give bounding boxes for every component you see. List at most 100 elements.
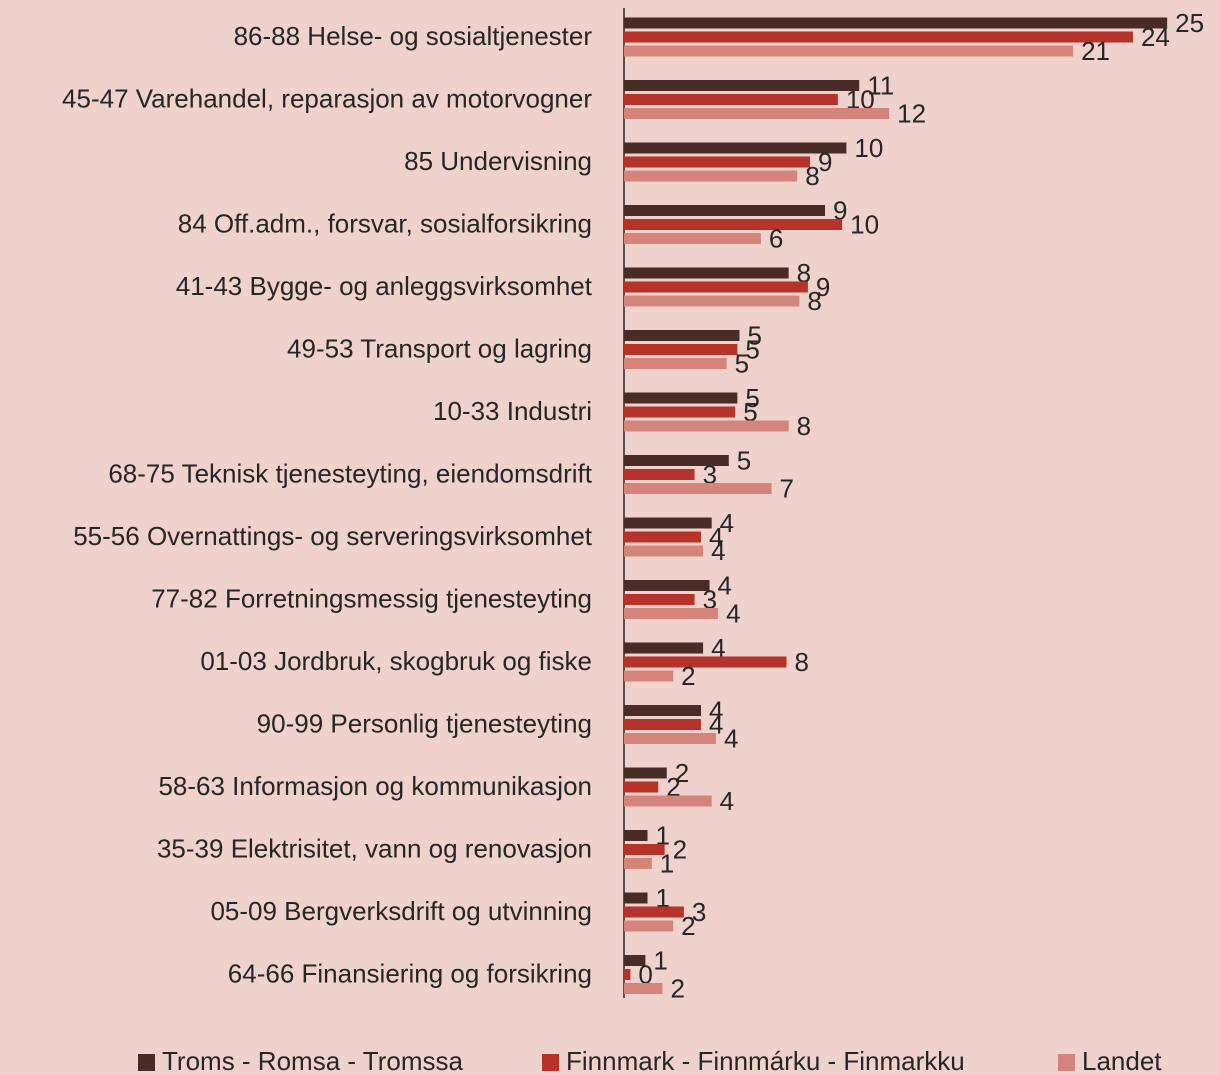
data-label: 12 xyxy=(897,98,926,128)
bar xyxy=(624,844,665,855)
category-label: 41-43 Bygge- og anleggsvirksomhet xyxy=(176,271,593,301)
data-label: 10 xyxy=(850,209,879,239)
data-label: 21 xyxy=(1081,36,1110,66)
bar xyxy=(624,108,890,119)
category-label: 35-39 Elektrisitet, vann og renovasjon xyxy=(157,833,592,863)
data-label: 11 xyxy=(867,70,894,100)
data-label: 1 xyxy=(656,883,670,913)
data-label: 6 xyxy=(769,223,783,253)
category-label: 84 Off.adm., forsvar, sosialforsikring xyxy=(178,208,592,238)
category-label: 68-75 Teknisk tjenesteyting, eiendomsdri… xyxy=(108,458,592,488)
bar xyxy=(624,80,860,91)
bar xyxy=(624,330,740,341)
bar xyxy=(624,920,674,932)
bar xyxy=(624,17,1168,29)
data-label: 1 xyxy=(653,945,667,975)
data-label: 5 xyxy=(747,320,761,350)
data-label: 8 xyxy=(797,258,811,288)
bar xyxy=(624,170,798,182)
bar xyxy=(624,219,843,230)
data-label: 9 xyxy=(816,272,830,302)
data-label: 24 xyxy=(1141,22,1170,52)
data-label: 8 xyxy=(807,286,821,316)
category-label: 10-33 Industri xyxy=(433,396,592,426)
data-label: 2 xyxy=(675,758,689,788)
bar xyxy=(624,31,1133,43)
data-label: 2 xyxy=(673,834,687,864)
data-label: 0 xyxy=(638,959,652,989)
bar xyxy=(624,469,695,480)
bar xyxy=(624,156,811,168)
bar xyxy=(624,281,808,293)
data-label: 9 xyxy=(818,147,832,177)
data-label: 8 xyxy=(797,411,811,441)
data-label: 10 xyxy=(854,133,883,163)
bar xyxy=(624,594,695,605)
category-label: 77-82 Forretningsmessig tjenesteyting xyxy=(151,583,592,613)
data-label: 1 xyxy=(660,848,674,878)
bar xyxy=(624,420,789,432)
category-label: 55-56 Overnattings- og serveringsvirksom… xyxy=(73,521,593,551)
data-label: 5 xyxy=(737,445,751,475)
legend-swatch xyxy=(542,1054,559,1071)
data-label: 9 xyxy=(833,195,847,225)
legend-swatch xyxy=(138,1054,155,1071)
data-label: 2 xyxy=(681,661,695,691)
bar xyxy=(624,483,772,494)
category-label: 01-03 Jordbruk, skogbruk og fiske xyxy=(200,646,592,676)
data-label: 2 xyxy=(666,772,680,802)
bar xyxy=(624,830,648,841)
data-label: 3 xyxy=(692,897,706,927)
bar xyxy=(624,142,847,154)
legend-swatch xyxy=(1058,1054,1075,1071)
data-label: 5 xyxy=(743,397,757,427)
bar xyxy=(624,705,701,716)
bar xyxy=(624,781,659,793)
bar xyxy=(624,580,710,591)
data-label: 2 xyxy=(681,911,695,941)
data-label: 3 xyxy=(703,584,717,614)
category-label: 90-99 Personlig tjenesteyting xyxy=(257,708,592,738)
bar xyxy=(624,642,704,654)
bar xyxy=(624,406,736,418)
bar xyxy=(624,608,719,619)
data-label: 4 xyxy=(726,598,740,628)
category-label: 49-53 Transport og lagring xyxy=(287,333,592,363)
bar xyxy=(624,955,646,966)
category-label: 58-63 Informasjon og kommunikasjon xyxy=(158,771,592,801)
data-label: 4 xyxy=(709,695,723,725)
data-label: 25 xyxy=(1175,8,1204,38)
data-label: 1 xyxy=(656,820,670,850)
data-label: 5 xyxy=(745,334,759,364)
legend-label: Finnmark - Finnmárku - Finmarkku xyxy=(566,1046,965,1075)
bar xyxy=(624,767,667,779)
legend-label: Troms - Romsa - Tromssa xyxy=(162,1046,463,1075)
data-label: 4 xyxy=(711,633,725,663)
data-label: 5 xyxy=(735,348,749,378)
bar xyxy=(624,267,789,279)
bar xyxy=(624,233,761,244)
category-label: 05-09 Bergverksdrift og utvinning xyxy=(210,896,592,926)
bar xyxy=(624,455,729,466)
bar xyxy=(624,45,1074,57)
bar xyxy=(624,983,663,994)
bar xyxy=(624,858,652,869)
data-label: 2 xyxy=(670,973,684,1003)
legend-label: Landet xyxy=(1082,1046,1162,1075)
bar xyxy=(624,94,838,105)
data-label: 4 xyxy=(718,570,732,600)
data-label: 8 xyxy=(805,161,819,191)
bar xyxy=(624,392,738,404)
data-label: 7 xyxy=(780,473,794,503)
category-label: 64-66 Finansiering og forsikring xyxy=(228,958,592,988)
bar xyxy=(624,892,648,904)
category-label: 85 Undervisning xyxy=(404,146,592,176)
bar xyxy=(624,906,684,918)
bar xyxy=(624,656,787,668)
data-label: 4 xyxy=(709,522,723,552)
data-label: 4 xyxy=(709,709,723,739)
bar xyxy=(624,795,712,807)
data-label: 4 xyxy=(720,508,734,538)
bar xyxy=(624,295,800,307)
